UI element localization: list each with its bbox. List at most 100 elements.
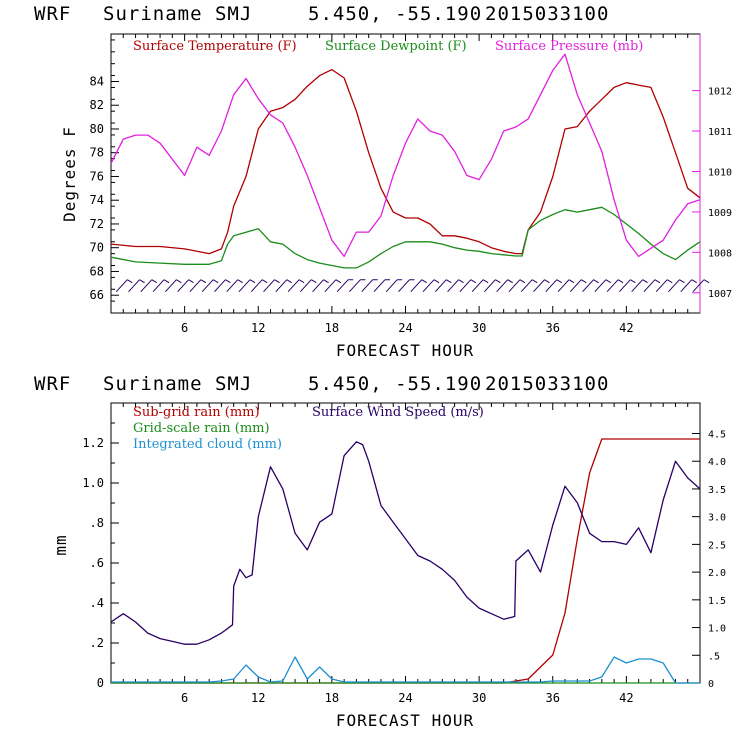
wind-barb xyxy=(606,279,624,293)
header-coords: 5.450, -55.190 xyxy=(308,373,482,395)
y-tick-label: 76 xyxy=(90,169,104,183)
wind-barb xyxy=(385,279,403,293)
y-tick-label: 84 xyxy=(90,74,104,88)
wind-barb xyxy=(692,279,710,293)
sub-grid-rain-line xyxy=(111,438,700,684)
wind-barb xyxy=(140,279,158,293)
wind-speed-axis-ticks: 0 .5 1.0 1.5 2.0 2.5 3.0 3.5 4.0 4.5 xyxy=(692,429,726,690)
y-axis-ticks: 66 68 70 72 74 76 78 80 82 84 xyxy=(90,39,119,314)
wind-barb xyxy=(398,279,415,293)
panel-header: WRF Suriname SMJ 5.450, -55.190 20150331… xyxy=(34,3,609,25)
legend-pressure: Surface Pressure (mb) xyxy=(495,39,643,54)
x-tick-label: 36 xyxy=(546,691,560,705)
y2-tick-label: 1011 xyxy=(708,127,732,138)
legend: Surface Temperature (F) Surface Dewpoint… xyxy=(133,39,643,54)
y-axis-label: Degrees F xyxy=(60,126,79,222)
wind-barb xyxy=(115,279,133,293)
surface-temperature-line xyxy=(110,68,701,255)
wind-barb xyxy=(508,279,526,293)
y-axis-label: mm xyxy=(51,534,70,555)
wind-barb xyxy=(569,279,587,293)
y-tick-label: 72 xyxy=(90,217,104,231)
wind-barb xyxy=(324,279,342,293)
y2-tick-label: 1.0 xyxy=(708,624,726,635)
x-tick-label: 12 xyxy=(251,691,265,705)
y-tick-label: 68 xyxy=(90,264,104,278)
wind-barb xyxy=(263,279,280,293)
surface-dewpoint-line xyxy=(110,206,701,269)
y2-tick-label: 1009 xyxy=(708,208,732,219)
wind-barb xyxy=(520,279,538,293)
legend-wind-speed: Surface Wind Speed (m/s) xyxy=(312,405,484,420)
y-tick-label: 70 xyxy=(90,241,104,255)
header-run: 2015033100 xyxy=(485,3,609,25)
y-tick-label: 66 xyxy=(90,288,104,302)
y2-tick-label: 1010 xyxy=(708,167,732,178)
x-tick-label: 18 xyxy=(325,321,339,335)
wind-barb xyxy=(275,279,293,293)
y-tick-label: 82 xyxy=(90,98,104,112)
wind-barb xyxy=(410,279,428,293)
y-tick-label: 80 xyxy=(90,122,104,136)
wind-barb xyxy=(177,279,194,293)
y2-tick-label: 1012 xyxy=(708,87,732,98)
y2-tick-label: 1.5 xyxy=(708,596,726,607)
x-tick-label: 36 xyxy=(546,321,560,335)
legend-dewpoint: Surface Dewpoint (F) xyxy=(325,39,467,54)
x-tick-label: 12 xyxy=(251,321,265,335)
y2-tick-label: 3.0 xyxy=(708,513,726,524)
header-location: Suriname SMJ xyxy=(103,3,252,25)
wind-barb xyxy=(128,279,145,293)
wind-barb xyxy=(152,279,170,293)
x-tick-label: 42 xyxy=(619,321,633,335)
x-tick-label: 6 xyxy=(181,321,188,335)
wind-barb xyxy=(361,279,378,293)
y-axis-ticks: 0 .2 .4 .6 .8 1.0 1.2 xyxy=(82,422,119,690)
wind-barb xyxy=(201,279,219,293)
wind-barb xyxy=(557,279,575,293)
x-axis-ticks: 6 12 18 24 30 36 42 xyxy=(122,34,689,335)
wind-barb xyxy=(631,279,648,293)
x-tick-label: 6 xyxy=(181,691,188,705)
surface-wind-speed-line xyxy=(110,441,701,645)
wind-barb xyxy=(312,279,329,293)
wind-barb xyxy=(545,279,563,293)
wind-barb xyxy=(680,279,697,293)
y2-tick-label: 2.0 xyxy=(708,568,726,579)
x-axis-label: FORECAST HOUR xyxy=(336,341,474,360)
y2-tick-label: 1008 xyxy=(708,248,732,259)
y2-tick-label: 0 xyxy=(708,679,714,690)
wind-barb xyxy=(668,279,685,293)
wind-barb xyxy=(471,279,489,293)
wind-barb xyxy=(214,279,231,293)
wind-barb xyxy=(238,279,256,293)
wind-barb xyxy=(643,279,661,293)
wind-barb xyxy=(189,279,207,293)
header-model: WRF xyxy=(34,373,71,395)
wind-barb xyxy=(287,279,305,293)
wind-barb xyxy=(373,279,390,293)
x-tick-label: 30 xyxy=(472,321,486,335)
y-tick-label: 1.0 xyxy=(82,476,104,490)
y-tick-label: 0 xyxy=(97,676,104,690)
wind-barb xyxy=(496,279,513,293)
wind-barb xyxy=(459,279,477,293)
wind-barb xyxy=(422,279,440,293)
x-axis-label: FORECAST HOUR xyxy=(336,711,474,730)
temperature-panel: WRF Suriname SMJ 5.450, -55.190 20150331… xyxy=(34,3,732,360)
wind-barb xyxy=(582,279,599,293)
header-model: WRF xyxy=(34,3,71,25)
wind-barb xyxy=(336,279,354,293)
x-tick-label: 24 xyxy=(398,691,412,705)
wind-barb xyxy=(533,279,550,293)
y2-tick-label: 4.0 xyxy=(708,457,726,468)
y-tick-label: .4 xyxy=(90,596,104,610)
wind-barb xyxy=(434,279,452,293)
wind-barbs xyxy=(115,279,710,293)
series-layer xyxy=(110,438,701,684)
surface-pressure-line xyxy=(110,53,701,258)
precipitation-panel: WRF Suriname SMJ 5.450, -55.190 20150331… xyxy=(34,373,726,730)
wind-barb xyxy=(484,279,501,293)
plot-frame xyxy=(110,33,701,314)
